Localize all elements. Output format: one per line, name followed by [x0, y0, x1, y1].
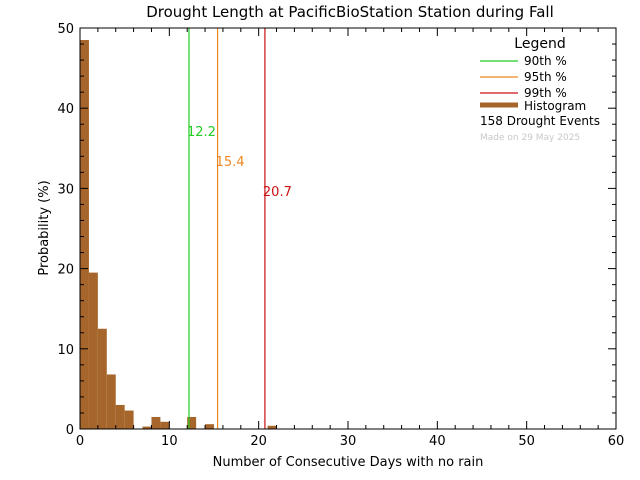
- x-tick-label-3: 30: [340, 434, 357, 449]
- x-tick-label-2: 20: [250, 434, 267, 449]
- histogram-bar-9: [187, 416, 197, 429]
- y-tick-label-1: 10: [57, 343, 74, 358]
- histogram-bar-7: [151, 416, 161, 429]
- histogram-bar-5: [124, 410, 134, 429]
- y-axis-label: Probability (%): [37, 180, 52, 275]
- y-tick-label-3: 30: [57, 182, 74, 197]
- y-tick-label-0: 0: [66, 423, 74, 438]
- legend-label-histogram: Histogram: [524, 99, 586, 113]
- x-tick-label-0: 0: [76, 434, 84, 449]
- histogram-bar-11: [267, 425, 277, 429]
- histogram-bar-2: [97, 328, 107, 429]
- histogram-bar-1: [88, 272, 98, 429]
- legend-label-90th: 90th %: [524, 54, 567, 68]
- x-tick-label-6: 60: [608, 434, 625, 449]
- legend-made-on: Made on 29 May 2025: [480, 133, 580, 143]
- histogram-bar-10: [205, 424, 214, 429]
- histogram-bar-6: [142, 426, 152, 429]
- histogram-bar-0: [80, 40, 89, 429]
- y-tick-label-2: 20: [57, 263, 74, 278]
- histogram-bar-3: [106, 374, 116, 429]
- x-tick-label-5: 50: [518, 434, 535, 449]
- percentile-label-2: 20.7: [263, 185, 292, 200]
- legend-label-95th: 95th %: [524, 70, 567, 84]
- legend: Legend 90th % 95th % 99th % Histogram 15…: [480, 36, 600, 143]
- histogram-bar-8: [160, 421, 170, 429]
- legend-events-count: 158 Drought Events: [480, 114, 600, 128]
- y-tick-label-5: 50: [57, 22, 74, 37]
- x-axis-ticks: 0 10 20 30 40 50 60: [76, 28, 624, 449]
- histogram-bar-4: [115, 404, 125, 429]
- y-tick-label-4: 40: [57, 102, 74, 117]
- x-tick-label-4: 40: [429, 434, 446, 449]
- percentile-label-0: 12.2: [187, 125, 216, 140]
- percentile-lines: 12.215.4 20.7: [187, 28, 292, 429]
- y-axis-ticks: 0 10 20 30 40 50: [57, 22, 616, 438]
- x-axis-label: Number of Consecutive Days with no rain: [213, 455, 484, 470]
- legend-title: Legend: [514, 36, 565, 52]
- chart-title: Drought Length at PacificBioStation Stat…: [146, 3, 554, 21]
- histogram-bars: [80, 40, 277, 429]
- x-tick-label-1: 10: [161, 434, 178, 449]
- legend-label-99th: 99th %: [524, 86, 567, 100]
- percentile-label-1: 15.4: [216, 155, 245, 170]
